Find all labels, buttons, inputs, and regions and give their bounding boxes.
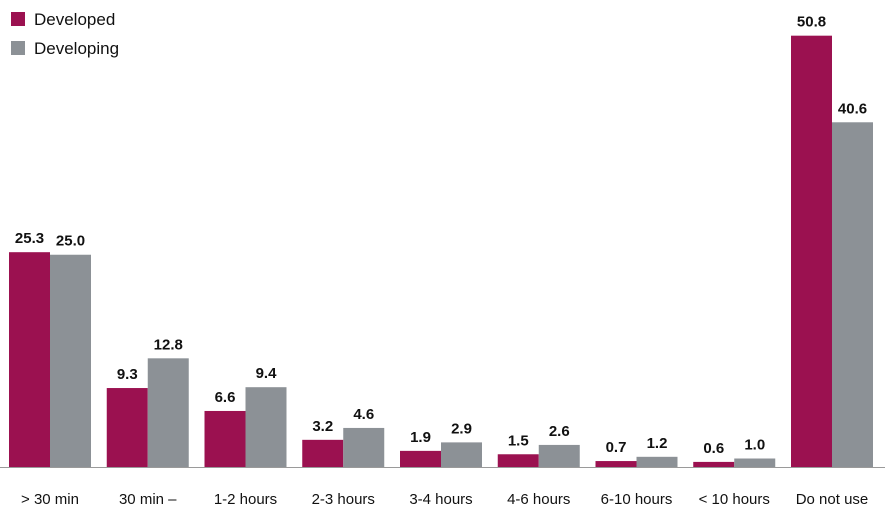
legend-swatch-developed (11, 12, 25, 26)
legend-label-developing: Developing (34, 39, 119, 58)
value-label-developed-1-2-hours: 6.6 (215, 389, 236, 406)
category-labels-group: > 30 min 30 min – 1-2 hours 2-3 hours 3-4 ho… (21, 491, 868, 508)
category-label-10-hours: < 10 hours (699, 491, 770, 508)
value-label-developing-30-min: 25.0 (56, 233, 85, 250)
category-label-30-min: 30 min – (119, 491, 177, 508)
value-label-developed-4-6-hours: 1.5 (508, 432, 529, 449)
bar-developing-3-4-hours (441, 442, 482, 467)
value-label-developed-30-min: 25.3 (15, 230, 44, 247)
value-label-developing-3-4-hours: 2.9 (451, 420, 472, 437)
bar-developed-4-6-hours (497, 454, 539, 467)
value-label-developing-do-not-use: 40.6 (838, 100, 867, 117)
value-label-developed-2-3-hours: 3.2 (312, 418, 333, 435)
bars-group (9, 35, 873, 467)
bar-developed-do-not-use (791, 35, 832, 467)
value-label-developing-4-6-hours: 2.6 (549, 423, 570, 440)
bar-developing-do-not-use (832, 122, 873, 467)
value-label-developed-do-not-use: 50.8 (797, 14, 826, 31)
bar-developing-2-3-hours (343, 427, 385, 467)
bar-developed-30-min (106, 388, 148, 467)
legend-swatch-developing (11, 41, 25, 55)
category-label-30-min: > 30 min (21, 491, 79, 508)
bar-developing-4-6-hours (538, 444, 580, 467)
value-label-developed-3-4-hours: 1.9 (410, 429, 431, 446)
value-label-developing-6-10-hours: 1.2 (647, 435, 668, 452)
legend-label-developed: Developed (34, 10, 115, 29)
bar-developed-2-3-hours (302, 439, 344, 467)
category-label-6-10-hours: 6-10 hours (601, 491, 673, 508)
value-label-developed-10-hours: 0.6 (703, 440, 724, 457)
bar-developing-30-min (50, 254, 91, 467)
bar-developing-6-10-hours (636, 456, 678, 467)
value-label-developing-2-3-hours: 4.6 (353, 406, 374, 423)
bar-developed-30-min (9, 252, 50, 467)
category-label-4-6-hours: 4-6 hours (507, 491, 570, 508)
bar-developed-10-hours (693, 461, 735, 467)
value-label-developed-6-10-hours: 0.7 (606, 439, 627, 456)
category-label-3-4-hours: 3-4 hours (409, 491, 472, 508)
value-labels-group: 25.3 25.0 9.3 12.8 6.6 9.4 3.2 4.6 1.9 2.9 1.5 2.6 0… (15, 14, 867, 457)
bar-developed-6-10-hours (595, 461, 637, 467)
bar-developed-3-4-hours (400, 450, 441, 467)
legend: Developed Developing (11, 10, 119, 58)
value-label-developed-30-min: 9.3 (117, 366, 138, 383)
value-label-developing-10-hours: 1.0 (744, 437, 765, 454)
category-label-do-not-use: Do not use (796, 491, 869, 508)
bar-developing-10-hours (734, 458, 776, 467)
value-label-developing-30-min: 12.8 (154, 336, 183, 353)
value-label-developing-1-2-hours: 9.4 (256, 365, 278, 382)
category-label-1-2-hours: 1-2 hours (214, 491, 277, 508)
bar-developed-1-2-hours (204, 410, 246, 467)
bar-developing-1-2-hours (245, 387, 287, 467)
category-label-2-3-hours: 2-3 hours (312, 491, 375, 508)
bar-developing-30-min (147, 358, 189, 467)
